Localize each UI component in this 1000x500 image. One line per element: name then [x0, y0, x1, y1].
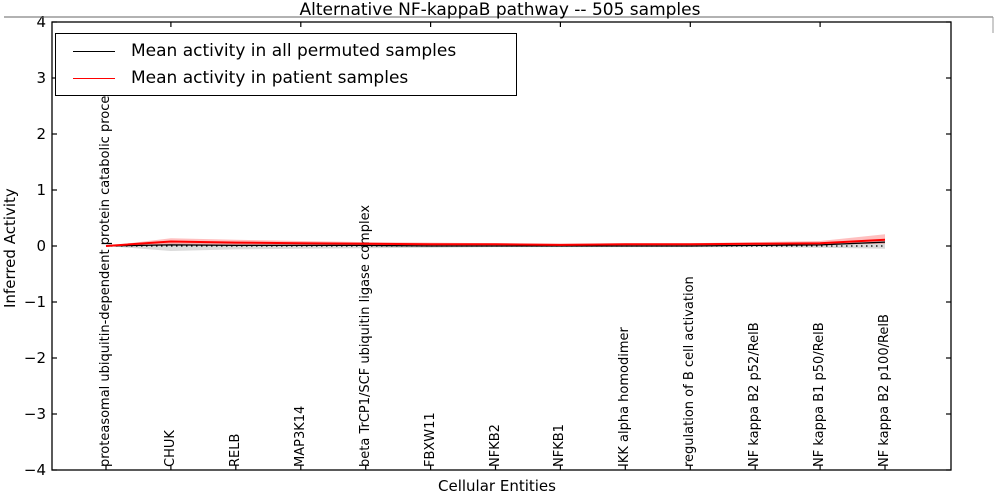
legend-entry-label: Mean activity in all permuted samples [131, 41, 457, 61]
legend-line-sample [73, 50, 115, 52]
y-tick-label: 2 [36, 125, 46, 143]
y-tick-label: −2 [23, 349, 46, 367]
y-tick-label: −3 [23, 405, 46, 423]
legend-entry: Mean activity in patient samples [73, 68, 516, 88]
y-tick-label: −1 [23, 293, 46, 311]
y-tick-label: 0 [36, 237, 46, 255]
permuted-mean-line [105, 241, 886, 247]
y-axis-title: Inferred Activity [1, 188, 19, 308]
y-tick-label: 4 [36, 13, 46, 31]
legend: Mean activity in all permuted samples Mea… [55, 33, 517, 96]
legend-line-sample [73, 77, 115, 79]
y-tick-label: 1 [36, 181, 46, 199]
chart-title: Alternative NF-kappaB pathway -- 505 sam… [299, 0, 701, 20]
x-axis-title: Cellular Entities [438, 477, 556, 495]
legend-entry: Mean activity in all permuted samples [73, 41, 516, 61]
y-tick-label: −4 [23, 461, 46, 479]
patient-mean-line [105, 238, 886, 247]
y-tick-label: 3 [36, 69, 46, 87]
legend-entry-label: Mean activity in patient samples [131, 68, 409, 88]
